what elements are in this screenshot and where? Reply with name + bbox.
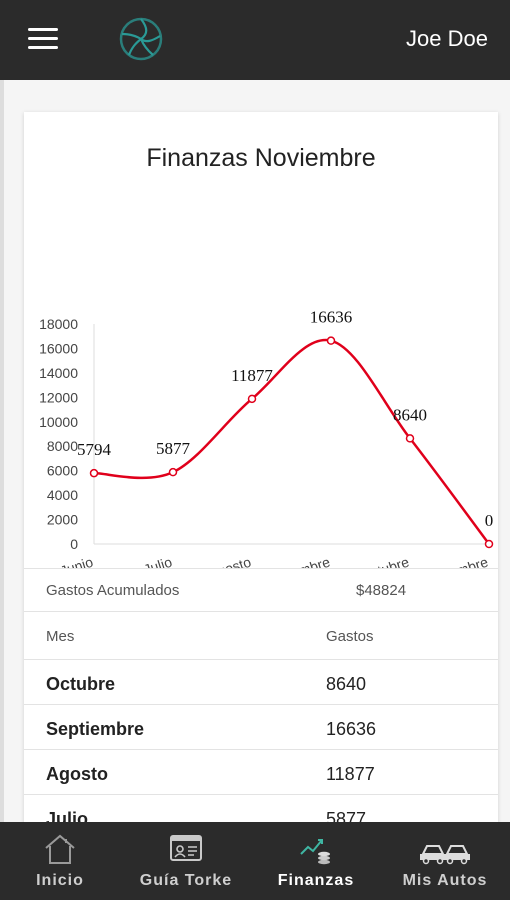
aperture-logo-icon[interactable] [118, 16, 164, 62]
y-tick-label: 6000 [47, 463, 78, 479]
x-tick-label: Octubre [359, 554, 412, 568]
data-point [484, 539, 494, 549]
expense-cell: 8640 [326, 674, 367, 694]
month-cell: Agosto [46, 764, 108, 784]
table-row[interactable]: Octubre 8640 [24, 660, 498, 705]
data-label: 16636 [310, 308, 353, 327]
data-label: 0 [485, 511, 494, 530]
data-point [326, 336, 336, 345]
bottom-navigation: Inicio Guía Torke Finanzas [0, 822, 510, 900]
y-tick-label: 16000 [39, 340, 78, 356]
nav-item-finanzas[interactable]: Finanzas [266, 822, 366, 900]
series-line [93, 338, 491, 545]
chart-title: Finanzas Noviembre [146, 144, 376, 172]
finance-line-chart: 0 2000 4000 6000 8000 10000 12000 14000 16000 180… [39, 308, 494, 568]
expense-cell: 16636 [326, 719, 377, 739]
accumulated-label: Gastos Acumulados [46, 582, 180, 599]
table-header: Mes Gastos [24, 614, 498, 660]
data-point [89, 468, 99, 478]
x-tick-label: Julio [142, 554, 175, 568]
y-tick-label: 10000 [39, 414, 78, 430]
y-tick-label: 0 [70, 536, 78, 552]
nav-label: Guía Torke [139, 872, 233, 889]
data-label: 5794 [77, 440, 112, 459]
y-tick-label: 8000 [47, 438, 78, 454]
data-point [168, 467, 178, 477]
main-content: Finanzas Noviembre 0 2000 4000 6000 8000 1000… [0, 80, 510, 822]
x-tick-label: Junio [58, 554, 95, 568]
column-header-expenses: Gastos [326, 628, 374, 645]
data-label: 11877 [231, 366, 273, 385]
hamburger-menu-icon[interactable] [28, 28, 58, 52]
nav-label: Mis Autos [402, 872, 488, 889]
top-app-bar: Joe Doe [0, 0, 510, 80]
finance-chart-icon [300, 839, 330, 865]
cars-icon [420, 845, 470, 865]
home-icon [45, 834, 75, 864]
nav-item-mis-autos[interactable]: Mis Autos [386, 822, 504, 900]
data-label: 8640 [393, 405, 427, 424]
x-tick-label: Agosto [207, 554, 254, 568]
table-row[interactable]: Septiembre 16636 [24, 705, 498, 750]
expenses-table: Mes Gastos Octubre 8640 Septiembre 16636… [24, 614, 498, 822]
y-tick-label: 4000 [47, 487, 78, 503]
month-cell: Octubre [46, 674, 116, 694]
accumulated-row: Gastos Acumulados $48824 [24, 568, 498, 612]
x-tick-label: Noviembre [421, 554, 491, 568]
expense-cell: 11877 [326, 764, 375, 784]
table-row[interactable]: Agosto 11877 [24, 750, 498, 795]
data-label: 5877 [156, 439, 191, 458]
expense-cell: 5877 [326, 809, 367, 822]
data-point [247, 394, 257, 404]
table-row[interactable]: Julio 5877 [24, 795, 498, 822]
nav-label: Finanzas [277, 872, 355, 889]
y-tick-label: 14000 [39, 365, 78, 381]
accumulated-value: $48824 [356, 582, 407, 599]
month-cell: Septiembre [46, 719, 145, 739]
user-name[interactable]: Joe Doe [406, 26, 488, 51]
finance-card: Finanzas Noviembre 0 2000 4000 6000 8000 1000… [24, 112, 498, 822]
x-tick-label: Septiembre [259, 554, 332, 568]
id-card-icon [170, 835, 202, 861]
month-cell: Julio [46, 809, 89, 822]
y-tick-label: 18000 [39, 316, 78, 332]
y-tick-label: 2000 [47, 512, 78, 528]
data-point [405, 434, 415, 443]
column-header-month: Mes [46, 628, 75, 645]
nav-label: Inicio [36, 872, 84, 889]
nav-item-guia-torke[interactable]: Guía Torke [128, 822, 244, 900]
y-tick-label: 12000 [39, 389, 78, 405]
nav-item-inicio[interactable]: Inicio [0, 822, 120, 900]
